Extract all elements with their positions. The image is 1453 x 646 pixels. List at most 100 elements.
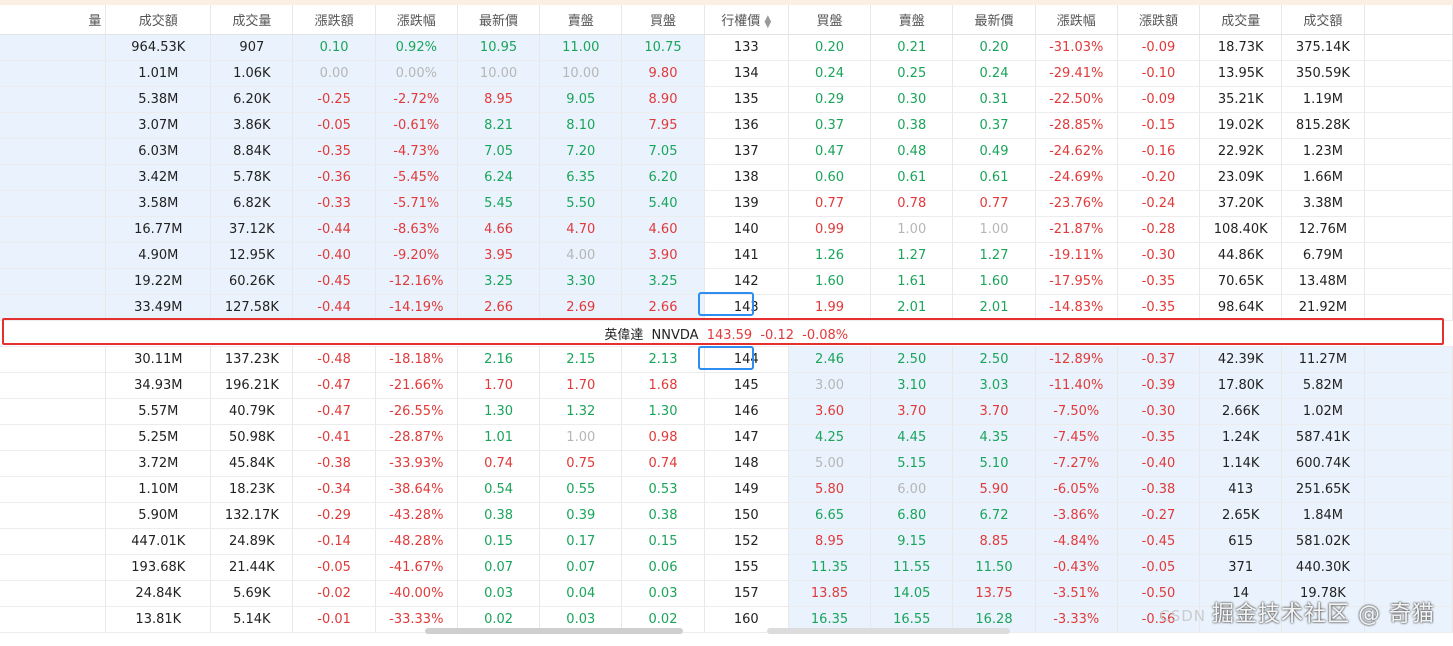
call-cell[interactable]: 33.49M xyxy=(105,294,212,321)
call-cell[interactable]: 127.58K xyxy=(210,294,294,321)
col-header-call-bid[interactable]: 買盤 xyxy=(621,5,705,35)
put-cell[interactable]: 413 xyxy=(1199,476,1283,503)
call-cell[interactable]: 30.11M xyxy=(105,346,212,373)
put-cell[interactable]: 108.40K xyxy=(1199,216,1283,243)
call-cell[interactable]: 0.38 xyxy=(621,502,705,529)
call-cell[interactable]: 2.15 xyxy=(539,346,623,373)
strike-cell[interactable]: 137 xyxy=(704,138,789,165)
call-cell[interactable]: 34.93M xyxy=(105,372,212,399)
sort-updown-icon[interactable]: ▲ ▼ xyxy=(764,13,772,30)
col-header-call-volume[interactable]: 成交量 xyxy=(210,5,294,35)
call-cell[interactable]: -0.14 xyxy=(292,528,376,555)
call-cell[interactable]: 1.70 xyxy=(539,372,623,399)
put-cell[interactable]: 11.50 xyxy=(952,554,1036,581)
call-cell[interactable]: -21.66% xyxy=(375,372,458,399)
call-cell[interactable]: -33.93% xyxy=(375,450,458,477)
call-cell[interactable]: 10.00 xyxy=(457,60,541,87)
call-cell[interactable]: 196.21K xyxy=(210,372,294,399)
put-cell[interactable]: 1.00 xyxy=(870,216,954,243)
put-cell[interactable]: 5.82M xyxy=(1281,372,1365,399)
call-cell[interactable]: 0.07 xyxy=(457,554,541,581)
put-cell[interactable]: 3.70 xyxy=(870,398,954,425)
col-header-call-change-pct[interactable]: 漲跌幅 xyxy=(375,5,458,35)
put-cell[interactable]: -3.51% xyxy=(1035,580,1118,607)
strike-cell[interactable]: 135 xyxy=(704,86,789,113)
put-cell[interactable]: 0.47 xyxy=(788,138,872,165)
put-cell[interactable]: -31.03% xyxy=(1035,34,1118,61)
put-cell[interactable]: 18.73K xyxy=(1199,34,1283,61)
put-cell[interactable]: 1.84M xyxy=(1281,502,1365,529)
put-cell[interactable] xyxy=(1281,606,1365,633)
strike-cell[interactable]: 148 xyxy=(704,450,789,477)
table-row[interactable]: 19.22M 60.26K -0.45 -12.16% 3.25 3.30 3.25 142 1… xyxy=(0,268,1453,295)
put-cell[interactable]: 2.50 xyxy=(952,346,1036,373)
call-cell[interactable]: 0.07 xyxy=(539,554,623,581)
strike-cell[interactable]: 142 xyxy=(704,268,789,295)
put-cell[interactable]: 1.00 xyxy=(952,216,1036,243)
call-cell[interactable]: 0.55 xyxy=(539,476,623,503)
call-cell[interactable]: 3.90 xyxy=(621,242,705,269)
put-cell[interactable]: 22.92K xyxy=(1199,138,1283,165)
call-cell[interactable]: -0.47 xyxy=(292,398,376,425)
call-cell[interactable]: 5.90M xyxy=(105,502,212,529)
call-cell[interactable]: 0.98 xyxy=(621,424,705,451)
call-cell[interactable]: 5.25M xyxy=(105,424,212,451)
strike-cell[interactable]: 134 xyxy=(704,60,789,87)
put-cell[interactable]: -0.30 xyxy=(1117,242,1201,269)
call-cell[interactable]: -0.47 xyxy=(292,372,376,399)
put-cell[interactable]: 1.27 xyxy=(952,242,1036,269)
call-cell[interactable]: -8.63% xyxy=(375,216,458,243)
call-cell[interactable]: 0.03 xyxy=(457,580,541,607)
call-cell[interactable]: 4.60 xyxy=(621,216,705,243)
call-cell[interactable]: 3.25 xyxy=(457,268,541,295)
put-cell[interactable]: -0.09 xyxy=(1117,86,1201,113)
put-cell[interactable]: -4.84% xyxy=(1035,528,1118,555)
put-cell[interactable]: 6.72 xyxy=(952,502,1036,529)
table-row[interactable]: 33.49M 127.58K -0.44 -14.19% 2.66 2.69 2.66 143… xyxy=(0,294,1453,321)
call-cell[interactable]: 1.01M xyxy=(105,60,212,87)
put-cell[interactable]: -3.33% xyxy=(1035,606,1118,633)
put-cell[interactable]: 42.39K xyxy=(1199,346,1283,373)
call-cell[interactable]: 0.74 xyxy=(457,450,541,477)
call-cell[interactable]: -0.44 xyxy=(292,294,376,321)
call-cell[interactable]: 3.72M xyxy=(105,450,212,477)
strike-cell[interactable]: 157 xyxy=(704,580,789,607)
put-cell[interactable]: 8.95 xyxy=(788,528,872,555)
call-cell[interactable]: 5.69K xyxy=(210,580,294,607)
table-row[interactable]: 5.90M 132.17K -0.29 -43.28% 0.38 0.39 0.38 150 6… xyxy=(0,502,1453,529)
call-cell[interactable]: 60.26K xyxy=(210,268,294,295)
put-cell[interactable]: 581.02K xyxy=(1281,528,1365,555)
call-cell[interactable]: -48.28% xyxy=(375,528,458,555)
put-cell[interactable]: -7.45% xyxy=(1035,424,1118,451)
call-cell[interactable]: -0.61% xyxy=(375,112,458,139)
call-cell[interactable]: 0.06 xyxy=(621,554,705,581)
table-row[interactable]: 3.07M 3.86K -0.05 -0.61% 8.21 8.10 7.95 136 0.37… xyxy=(0,112,1453,139)
call-cell[interactable]: 10.75 xyxy=(621,34,705,61)
call-cell[interactable]: -0.05 xyxy=(292,554,376,581)
col-header-volume-partial[interactable]: 量 xyxy=(0,5,107,35)
put-cell[interactable]: 13.85 xyxy=(788,580,872,607)
call-cell[interactable]: 13.81K xyxy=(105,606,212,633)
call-cell[interactable]: 0.00% xyxy=(375,60,458,87)
put-cell[interactable]: 1.27 xyxy=(870,242,954,269)
strike-cell[interactable]: 150 xyxy=(704,502,789,529)
call-cell[interactable]: -28.87% xyxy=(375,424,458,451)
call-cell[interactable]: 5.40 xyxy=(621,190,705,217)
call-cell[interactable]: -0.41 xyxy=(292,424,376,451)
put-cell[interactable]: -6.05% xyxy=(1035,476,1118,503)
put-cell[interactable]: 0.24 xyxy=(952,60,1036,87)
put-cell[interactable]: 0.48 xyxy=(870,138,954,165)
col-header-call-last[interactable]: 最新價 xyxy=(457,5,541,35)
call-cell[interactable]: 2.16 xyxy=(457,346,541,373)
col-header-put-change[interactable]: 漲跌額 xyxy=(1117,5,1201,35)
call-cell[interactable]: 2.69 xyxy=(539,294,623,321)
strike-cell[interactable]: 133 xyxy=(704,34,789,61)
put-cell[interactable]: -0.09 xyxy=(1117,34,1201,61)
call-cell[interactable]: 0.39 xyxy=(539,502,623,529)
call-cell[interactable]: 12.95K xyxy=(210,242,294,269)
call-cell[interactable]: 5.14K xyxy=(210,606,294,633)
call-cell[interactable]: -4.73% xyxy=(375,138,458,165)
call-cell[interactable]: 3.95 xyxy=(457,242,541,269)
put-cell[interactable]: 1.60 xyxy=(788,268,872,295)
put-cell[interactable]: -0.45 xyxy=(1117,528,1201,555)
